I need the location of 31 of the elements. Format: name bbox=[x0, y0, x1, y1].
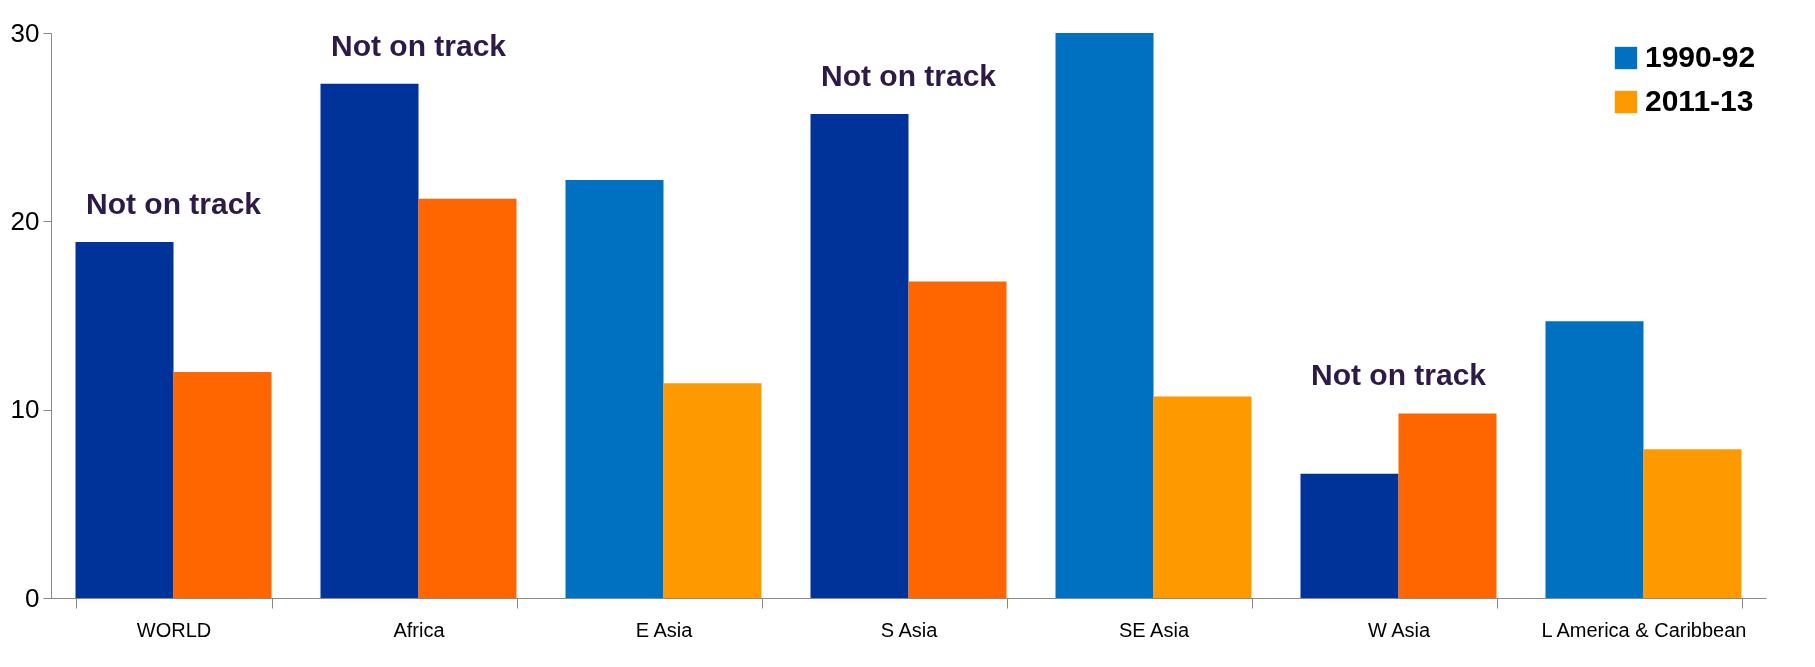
annotation: Not on track bbox=[330, 28, 507, 62]
y-tick-label: 10 bbox=[10, 394, 40, 425]
y-tick-label: 20 bbox=[10, 205, 40, 236]
bar bbox=[173, 372, 272, 598]
bar bbox=[908, 281, 1007, 598]
annotation: Not on track bbox=[1310, 358, 1487, 392]
bar bbox=[418, 198, 517, 598]
bar bbox=[810, 113, 909, 598]
bar bbox=[1643, 449, 1742, 598]
x-tick-label: E Asia bbox=[635, 618, 694, 641]
annotation: Not on track bbox=[85, 187, 262, 221]
x-tick-label: Africa bbox=[393, 618, 446, 641]
x-tick-label: W Asia bbox=[1367, 618, 1431, 641]
x-tick-label: SE Asia bbox=[1118, 618, 1190, 641]
bar bbox=[1545, 321, 1644, 598]
x-tick-label: L America & Caribbean bbox=[1541, 618, 1747, 641]
bar bbox=[1300, 473, 1399, 598]
x-tick-label: WORLD bbox=[136, 618, 212, 641]
legend-label: 1990-92 bbox=[1645, 40, 1756, 73]
bar bbox=[1153, 396, 1252, 598]
annotation: Not on track bbox=[820, 58, 997, 92]
x-tick-label: S Asia bbox=[880, 618, 939, 641]
legend-label: 2011-13 bbox=[1645, 84, 1754, 117]
y-tick-label: 0 bbox=[25, 582, 40, 613]
bar bbox=[565, 179, 664, 598]
bar bbox=[1055, 33, 1154, 598]
y-tick-label: 30 bbox=[10, 17, 40, 48]
bar bbox=[320, 83, 419, 598]
bar bbox=[663, 383, 762, 598]
bar bbox=[75, 242, 174, 598]
bar bbox=[1398, 413, 1497, 598]
